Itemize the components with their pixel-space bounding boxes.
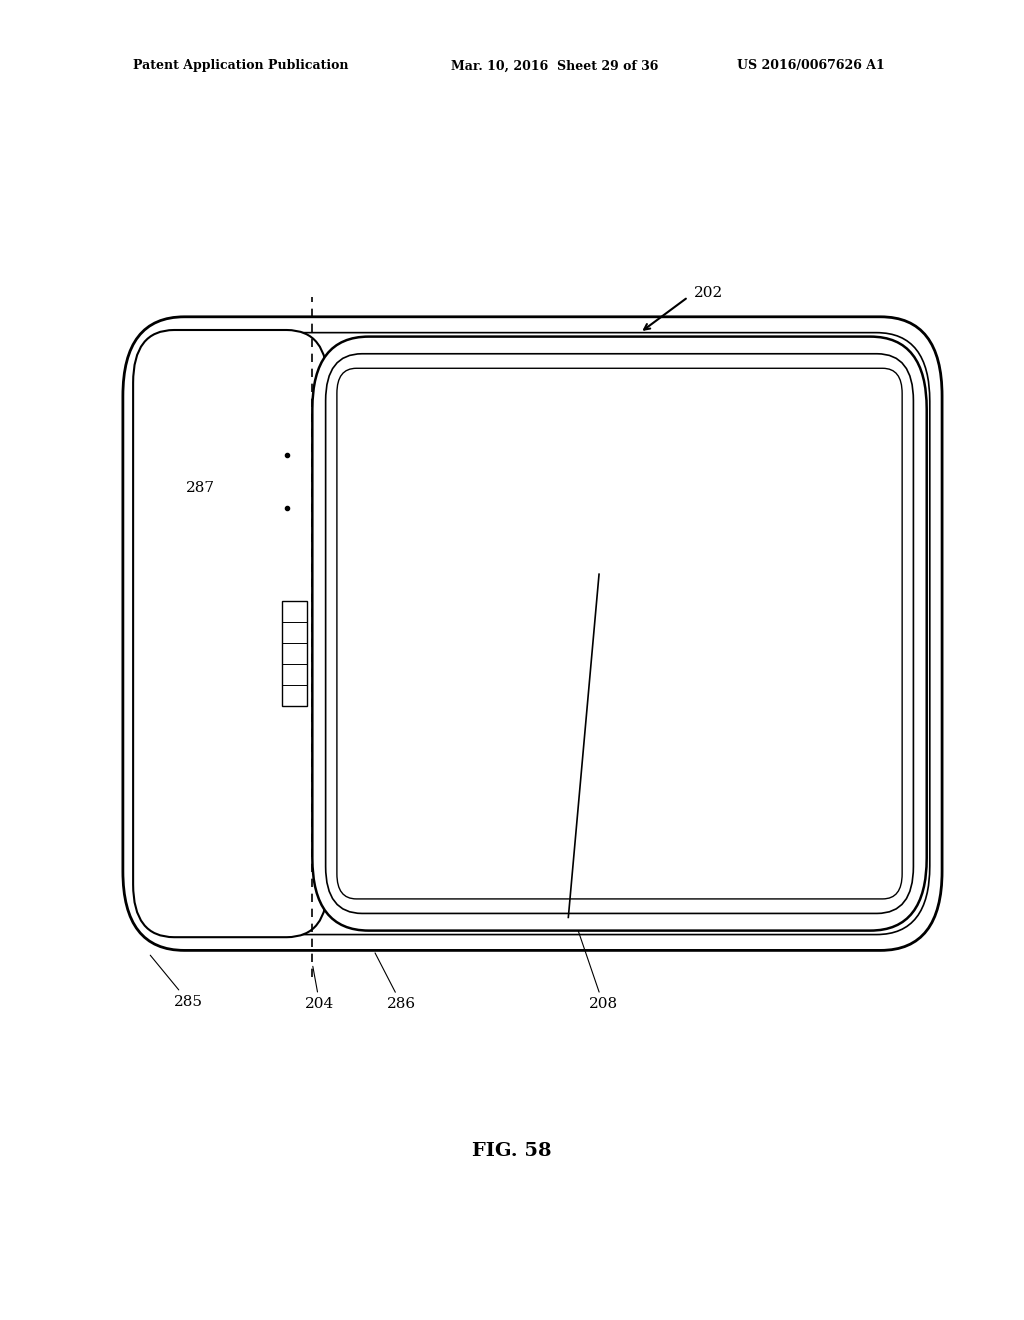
Text: Mar. 10, 2016  Sheet 29 of 36: Mar. 10, 2016 Sheet 29 of 36 [451,59,658,73]
FancyBboxPatch shape [135,333,930,935]
Text: Patent Application Publication: Patent Application Publication [133,59,348,73]
Text: US 2016/0067626 A1: US 2016/0067626 A1 [737,59,885,73]
Text: 285: 285 [151,956,203,1008]
Text: 287: 287 [186,482,215,495]
Text: 208: 208 [572,913,617,1011]
FancyBboxPatch shape [337,368,902,899]
Text: 202: 202 [694,286,724,300]
FancyBboxPatch shape [133,330,328,937]
Text: 286: 286 [375,953,416,1011]
Text: FIG. 58: FIG. 58 [472,1142,552,1160]
FancyBboxPatch shape [326,354,913,913]
FancyBboxPatch shape [312,337,927,931]
Text: 204: 204 [305,966,335,1011]
Bar [282,601,307,706]
Text: 200: 200 [893,775,923,788]
FancyBboxPatch shape [123,317,942,950]
